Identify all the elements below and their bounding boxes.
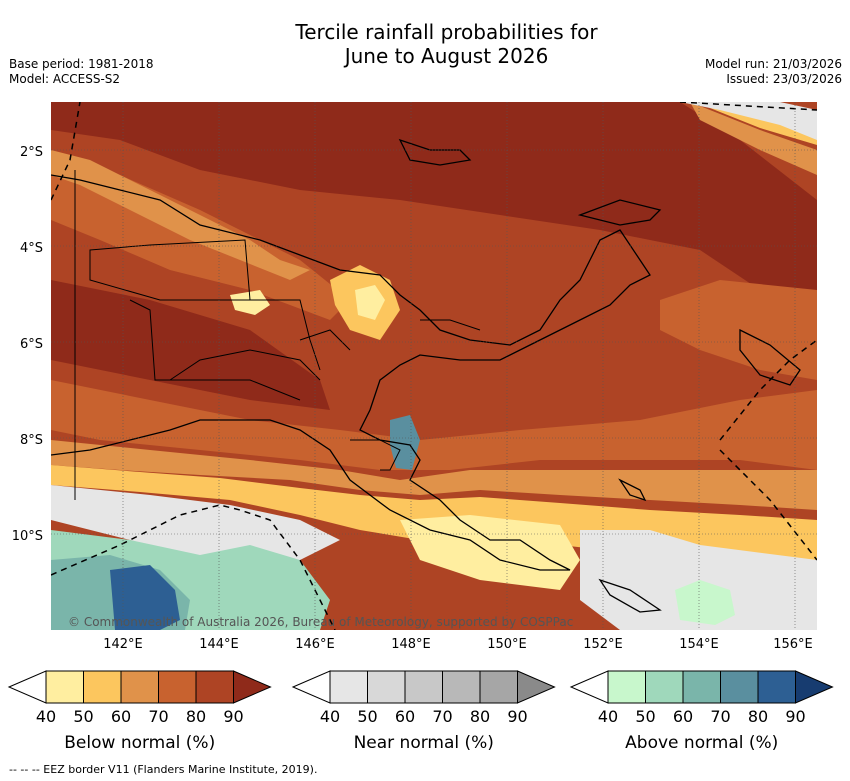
below-normal-tick-label: 60 [111, 707, 131, 726]
above-normal-east-blob [675, 580, 735, 625]
lon-label-152e: 152°E [583, 637, 623, 652]
near-normal-colorbar-low-extend [291, 670, 331, 704]
near-normal-colorbar-segment [404, 670, 443, 704]
graticule [51, 102, 817, 630]
below-normal-70-band-b [660, 280, 817, 380]
below-normal-60-ne [690, 102, 817, 175]
above-normal-tick-label: 50 [635, 707, 655, 726]
below-normal-40-west [230, 290, 270, 315]
below-normal-colorbar-segment [83, 670, 122, 704]
probability-field: © Commonwealth of Australia 2026, Bureau… [51, 102, 817, 630]
lon-label-154e: 154°E [679, 637, 719, 652]
below-normal-colorbar-low-extend [7, 670, 47, 704]
above-normal-80-sw [110, 565, 180, 630]
model-name: Model: ACCESS-S2 [9, 72, 121, 86]
near-normal-west [51, 485, 340, 560]
colorbars: 40 50 60 70 80 90 Below normal (%) 40 50 60 70 80 90… [7, 670, 834, 753]
base-period: Base period: 1981-2018 [9, 57, 154, 71]
title-line-1: Tercile rainfall probabilities for [295, 20, 598, 44]
near-normal-colorbar: 40 50 60 70 80 90 Near normal (%) [291, 670, 556, 753]
near-normal-colorbar-title: Near normal (%) [354, 733, 494, 753]
meta-right: Model run: 21/03/2026 Issued: 23/03/2026 [705, 57, 842, 87]
eez-borders [51, 102, 817, 630]
above-normal-tick-label: 90 [785, 707, 805, 726]
near-normal-colorbar-high-extend [517, 670, 556, 704]
lat-label-4s: 4°S [20, 241, 43, 256]
lon-label-146e: 146°E [295, 637, 335, 652]
below-normal-colorbar-segment [158, 670, 197, 704]
lon-label-156e: 156°E [773, 637, 813, 652]
below-normal-colorbar-segment [120, 670, 159, 704]
above-normal-colorbar-title: Above normal (%) [625, 733, 778, 753]
eez-footnote: -- -- -- EEZ border V11 (Flanders Marine… [9, 763, 318, 776]
near-normal-colorbar-segment [367, 670, 406, 704]
below-normal-40-center [355, 285, 385, 320]
near-normal-tick-label: 50 [357, 707, 377, 726]
near-normal-colorbar-segment [329, 670, 368, 704]
below-normal-tick-label: 40 [36, 707, 56, 726]
below-normal-tick-label: 90 [223, 707, 243, 726]
above-normal-colorbar-high-extend [795, 670, 834, 704]
near-normal-tick-label: 70 [432, 707, 452, 726]
above-normal-colorbar-segment [682, 670, 721, 704]
above-normal-tick-label: 70 [710, 707, 730, 726]
below-normal-colorbar-title: Below normal (%) [64, 733, 215, 753]
below-normal-colorbar-high-extend [233, 670, 272, 704]
near-normal-tick-label: 90 [507, 707, 527, 726]
above-normal-tick-label: 80 [748, 707, 768, 726]
above-normal-center-blob [390, 415, 420, 470]
above-normal-colorbar: 40 50 60 70 80 90 Above normal (%) [569, 670, 834, 753]
below-normal-tick-label: 80 [186, 707, 206, 726]
below-normal-colorbar-segment [195, 670, 234, 704]
meta-left: Base period: 1981-2018 Model: ACCESS-S2 [9, 57, 154, 87]
lon-label-142e: 142°E [103, 637, 143, 652]
below-normal-60-band [51, 440, 817, 510]
title-line-2: June to August 2026 [344, 44, 549, 68]
below-normal-tick-label: 50 [73, 707, 93, 726]
above-normal-colorbar-segment [720, 670, 759, 704]
below-normal-70-band-c [51, 380, 817, 470]
below-normal-90-west [51, 280, 330, 410]
near-normal-colorbar-segment [479, 670, 518, 704]
below-normal-colorbar-segment [45, 670, 84, 704]
lat-label-6s: 6°S [20, 337, 43, 352]
lon-label-148e: 148°E [391, 637, 431, 652]
near-normal-tick-label: 80 [470, 707, 490, 726]
below-normal-colorbar: 40 50 60 70 80 90 Below normal (%) [7, 670, 272, 753]
above-normal-colorbar-low-extend [569, 670, 609, 704]
lat-label-10s: 10°S [12, 529, 43, 544]
above-normal-colorbar-segment [757, 670, 796, 704]
below-normal-50-ne [700, 102, 817, 145]
near-normal-colorbar-segment [442, 670, 481, 704]
lon-label-144e: 144°E [199, 637, 239, 652]
lat-label-2s: 2°S [20, 145, 43, 160]
above-normal-tick-label: 60 [673, 707, 693, 726]
near-normal-tick-label: 60 [395, 707, 415, 726]
near-normal-ne [680, 102, 817, 140]
model-run: Model run: 21/03/2026 [704, 57, 842, 71]
below-normal-tick-label: 70 [148, 707, 168, 726]
coastlines [51, 138, 801, 613]
near-normal-east [580, 530, 817, 630]
above-normal-tick-label: 40 [598, 707, 618, 726]
below-normal-90-north [51, 102, 817, 300]
above-normal-colorbar-segment [607, 670, 646, 704]
issued-date: Issued: 23/03/2026 [726, 72, 842, 86]
map-title: Tercile rainfall probabilities for June … [0, 20, 850, 68]
above-normal-colorbar-segment [645, 670, 684, 704]
lat-label-8s: 8°S [20, 433, 43, 448]
copyright-text: © Commonwealth of Australia 2026, Bureau… [68, 615, 573, 629]
lon-label-150e: 150°E [487, 637, 527, 652]
near-normal-tick-label: 40 [320, 707, 340, 726]
